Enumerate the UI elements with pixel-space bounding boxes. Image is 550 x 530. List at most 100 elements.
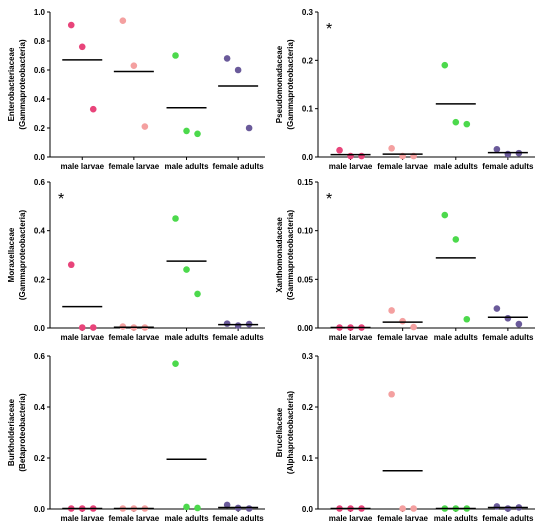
x-tick-label: female adults (482, 162, 534, 171)
x-tick-label: female adults (482, 333, 534, 342)
y-tick-label: 0.3 (302, 8, 314, 17)
x-tick-label: female adults (482, 514, 534, 523)
y-axis-label: (Alphaproteobacteria) (286, 391, 295, 474)
data-point (172, 360, 179, 367)
x-tick-label: female larvae (377, 333, 428, 342)
y-tick-label: 0.2 (34, 454, 46, 463)
data-point (183, 503, 190, 511)
data-point (347, 152, 354, 160)
y-tick-label: 0.1 (302, 105, 314, 114)
y-tick-label: 0.2 (34, 275, 46, 284)
y-axis-label: Brucellaceae (275, 407, 284, 457)
y-tick-label: 0.4 (34, 403, 46, 412)
data-point (388, 307, 395, 314)
data-point (504, 505, 512, 512)
chart-panel-3: 0.0 0.2 0.4 0.6 Moraxellaceae (Gammaproteobac… (7, 178, 265, 342)
y-axis-label: (Gammaproteobacteria) (286, 39, 295, 130)
x-tick-label: male larvae (60, 514, 104, 523)
data-point (89, 324, 97, 331)
data-point (245, 505, 253, 512)
y-tick-label: 0.10 (297, 227, 313, 236)
x-tick-label: male larvae (329, 162, 373, 171)
data-point (172, 52, 179, 59)
chart-panel-1: 0.0 0.2 0.4 0.6 0.8 1.0 Enterobacteriaceae (Gam… (7, 8, 265, 171)
y-tick-label: 0.8 (34, 37, 46, 46)
y-tick-label: 0.2 (34, 124, 46, 133)
y-axis-label: Burkholderiaceae (7, 398, 16, 466)
x-tick-label: female adults (213, 162, 265, 171)
data-point (441, 61, 449, 69)
y-tick-label: 0.2 (302, 403, 314, 412)
data-point (172, 215, 179, 222)
chart-panel-6: 0.0 0.1 0.2 0.3 Brucellaceae (Alphaproteobact… (275, 352, 535, 523)
data-point (493, 145, 501, 153)
y-tick-label: 0.6 (34, 352, 46, 361)
y-axis-label: Enterobacteriaceae (7, 47, 16, 121)
data-point (67, 261, 75, 269)
x-tick-label: male adults (165, 333, 210, 342)
x-tick-label: female adults (213, 514, 265, 523)
y-tick-label: 0.0 (302, 505, 314, 514)
x-tick-label: female larvae (377, 162, 428, 171)
data-point (194, 130, 201, 138)
data-point (399, 317, 406, 325)
x-tick-label: female adults (213, 333, 265, 342)
y-tick-label: 0.4 (34, 227, 46, 236)
y-tick-label: 0.0 (34, 153, 46, 162)
y-tick-label: 1.0 (34, 8, 46, 17)
y-axis-label: (Gammaproteobacteria) (18, 210, 27, 301)
data-point (89, 105, 97, 113)
y-tick-label: 0.2 (302, 56, 314, 65)
chart-panel-5: 0.0 0.2 0.4 0.6 Burkholderiaceae (Betaproteob… (7, 352, 265, 523)
data-point (493, 503, 501, 510)
x-tick-label: male adults (165, 514, 210, 523)
y-tick-label: 0.0 (34, 324, 46, 333)
data-point (504, 150, 512, 158)
x-tick-label: male larvae (329, 333, 373, 342)
y-axis-label: Moraxellaceae (7, 227, 16, 282)
data-point (245, 124, 253, 132)
data-point (194, 504, 201, 512)
y-tick-label: 0.4 (34, 95, 46, 104)
data-point (463, 120, 471, 128)
data-point (504, 314, 512, 322)
y-tick-label: 0.05 (297, 275, 313, 284)
data-point (194, 290, 201, 298)
significance-asterisk: * (326, 21, 332, 38)
x-tick-label: male adults (434, 333, 479, 342)
data-point (410, 505, 417, 512)
data-point (463, 315, 471, 323)
data-point (223, 320, 231, 327)
y-tick-label: 0.0 (302, 153, 314, 162)
data-point (141, 123, 149, 130)
data-point (452, 118, 460, 126)
x-tick-label: female larvae (108, 333, 159, 342)
y-axis-label: Xanthomonadaceae (275, 217, 284, 293)
data-point (336, 146, 343, 154)
data-point (410, 323, 417, 331)
y-axis-label: (Gammaproteobacteria) (18, 39, 27, 130)
data-point (130, 62, 138, 69)
data-point (78, 43, 86, 51)
y-tick-label: 0.00 (297, 324, 313, 333)
x-tick-label: female larvae (377, 514, 428, 523)
x-tick-label: male adults (434, 162, 479, 171)
data-point (119, 17, 127, 25)
x-tick-label: female larvae (108, 162, 159, 171)
y-tick-label: 0.3 (302, 352, 314, 361)
y-tick-label: 0.0 (34, 505, 46, 514)
data-point (234, 322, 242, 329)
y-tick-label: 0.6 (34, 178, 46, 187)
data-point (358, 152, 365, 160)
data-point (388, 145, 395, 152)
data-point (223, 55, 231, 62)
y-axis-label: (Gammaproteobacteria) (286, 210, 295, 301)
x-tick-label: male adults (434, 514, 479, 523)
data-point (223, 501, 231, 509)
data-point (399, 505, 406, 512)
x-tick-label: male larvae (60, 333, 104, 342)
data-point (441, 211, 449, 219)
chart-panel-4: 0.00 0.05 0.10 0.15 Xanthomonadaceae (Gammapr… (275, 178, 535, 342)
significance-asterisk: * (58, 191, 64, 208)
